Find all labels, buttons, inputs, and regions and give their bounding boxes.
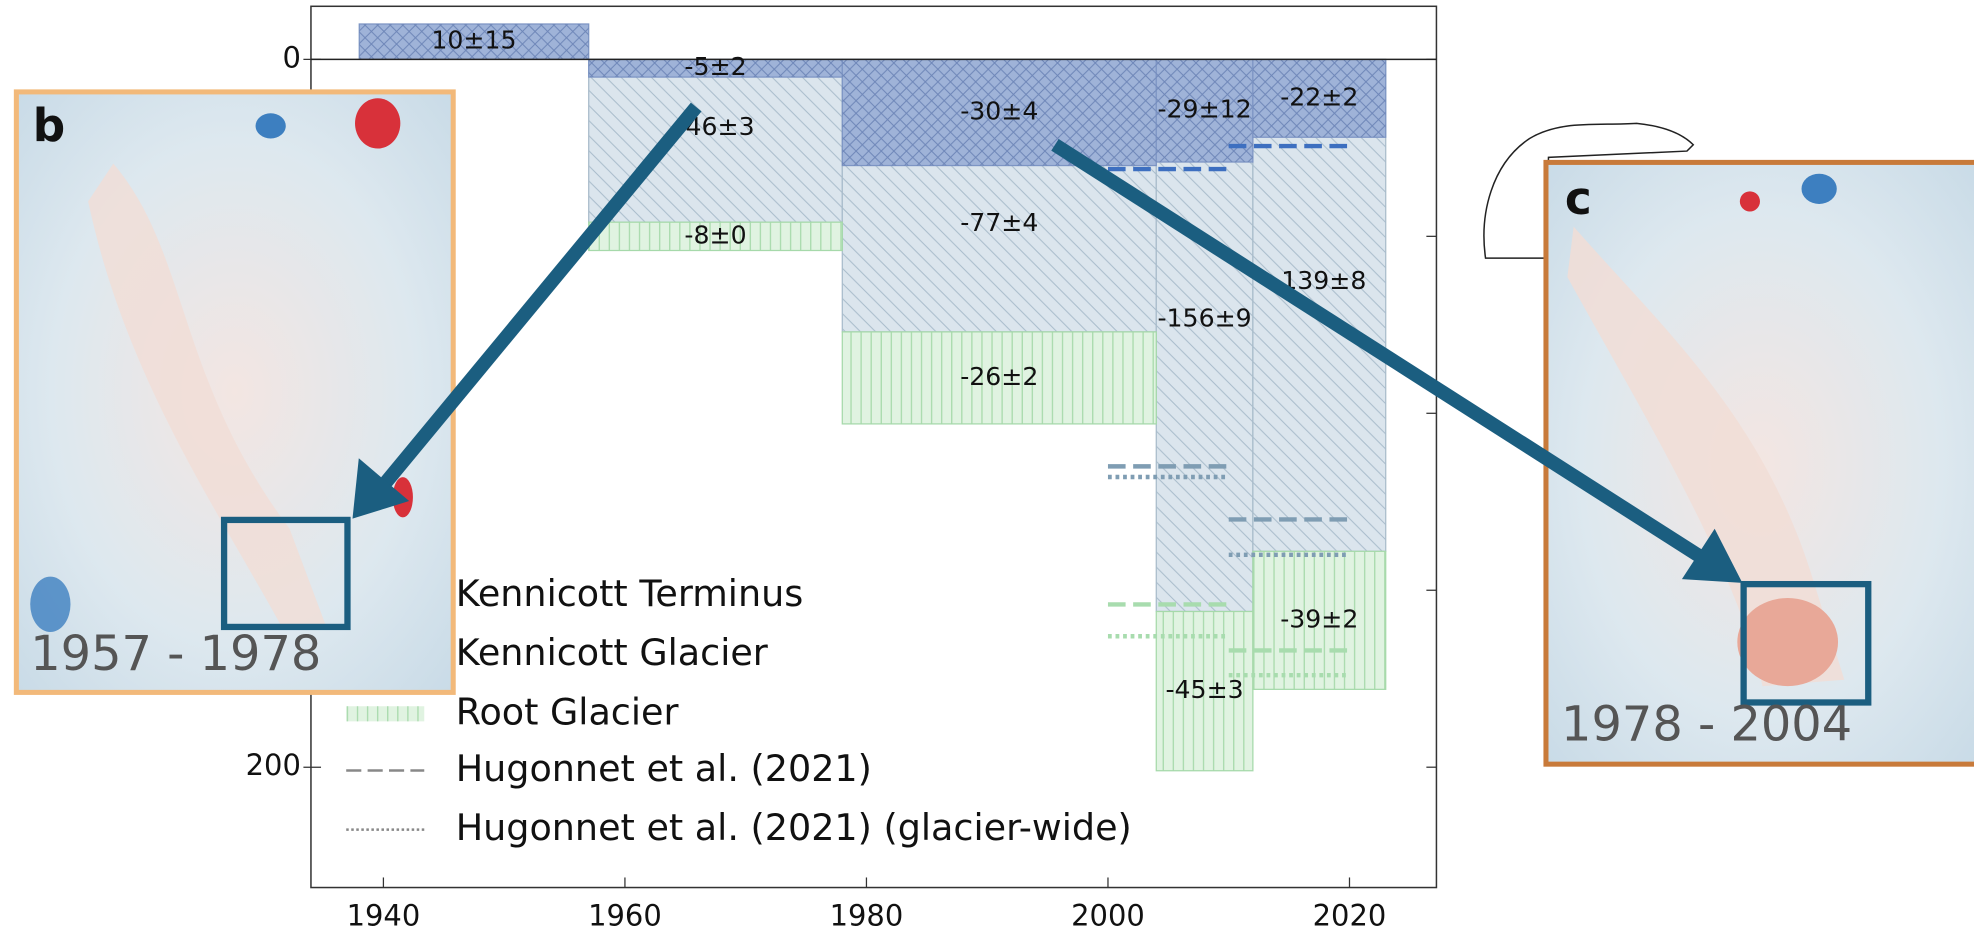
panel-c: c 1978 - 2004 bbox=[1543, 159, 1974, 767]
focus-box bbox=[1740, 580, 1872, 706]
glacier-shape bbox=[1567, 226, 1845, 687]
value-label: -29±12 bbox=[1157, 95, 1251, 124]
value-label: -8±0 bbox=[684, 220, 746, 249]
panel-letter: c bbox=[1565, 172, 1592, 225]
legend-swatch-hatch bbox=[346, 706, 425, 722]
blob bbox=[355, 98, 401, 149]
y-tick-label: 200 bbox=[246, 748, 301, 782]
blob bbox=[255, 113, 286, 139]
x-tick-label: 1980 bbox=[830, 899, 904, 933]
panel-period: 1978 - 2004 bbox=[1561, 698, 1852, 753]
legend-label: Hugonnet et al. (2021) bbox=[456, 747, 872, 790]
plot: 1940 1960 1980 2000 2020 0 200 10±15 -5±2 -30±4 -2… bbox=[246, 5, 1438, 933]
x-tick-label: 2000 bbox=[1071, 899, 1145, 933]
blob bbox=[1739, 191, 1760, 212]
arrow bbox=[378, 102, 702, 490]
value-label: -156±9 bbox=[1157, 303, 1251, 332]
value-label: -22±2 bbox=[1280, 82, 1358, 111]
bar-hatch bbox=[1156, 611, 1253, 771]
bar-hatch bbox=[1252, 551, 1386, 690]
legend-label: Hugonnet et al. (2021) (glacier-wide) bbox=[456, 806, 1132, 849]
value-label: -30±4 bbox=[960, 96, 1038, 125]
map-outline bbox=[1483, 122, 1695, 259]
blob bbox=[30, 576, 71, 632]
bar-hatch bbox=[1252, 59, 1386, 138]
x-tick-label: 1940 bbox=[347, 899, 421, 933]
bar-hatch bbox=[588, 59, 843, 78]
bar-hatch bbox=[588, 222, 843, 251]
legend-label: Kennicott Terminus bbox=[456, 572, 804, 615]
value-label: -39±2 bbox=[1280, 604, 1358, 633]
panel-period: 1957 - 1978 bbox=[30, 627, 321, 682]
blob bbox=[1737, 597, 1839, 687]
value-label: 10±15 bbox=[431, 26, 516, 55]
value-label: -5±2 bbox=[684, 52, 746, 81]
y-tick-label: 0 bbox=[282, 40, 300, 74]
arrow bbox=[1051, 138, 1710, 567]
panel-letter: b bbox=[33, 99, 65, 152]
panel-image bbox=[13, 89, 456, 695]
legend-label: Root Glacier bbox=[456, 690, 679, 733]
bar-hatch bbox=[842, 59, 1157, 166]
arrowhead bbox=[352, 458, 410, 519]
panel-b: b 1957 - 1978 bbox=[13, 89, 456, 695]
arrowhead bbox=[1681, 528, 1743, 583]
value-label: -77±4 bbox=[960, 208, 1038, 237]
x-tick-label: 1960 bbox=[588, 899, 662, 933]
legend-label: Kennicott Glacier bbox=[456, 631, 768, 674]
bar-hatch bbox=[359, 23, 589, 60]
bar-hatch bbox=[842, 331, 1157, 424]
glacier-shape bbox=[88, 163, 328, 630]
x-tick-label: 2020 bbox=[1313, 899, 1387, 933]
value-label: -45±3 bbox=[1165, 675, 1243, 704]
value-label: -26±2 bbox=[960, 362, 1038, 391]
arrows bbox=[352, 102, 1743, 583]
blob bbox=[1801, 173, 1837, 204]
focus-box bbox=[220, 516, 351, 631]
